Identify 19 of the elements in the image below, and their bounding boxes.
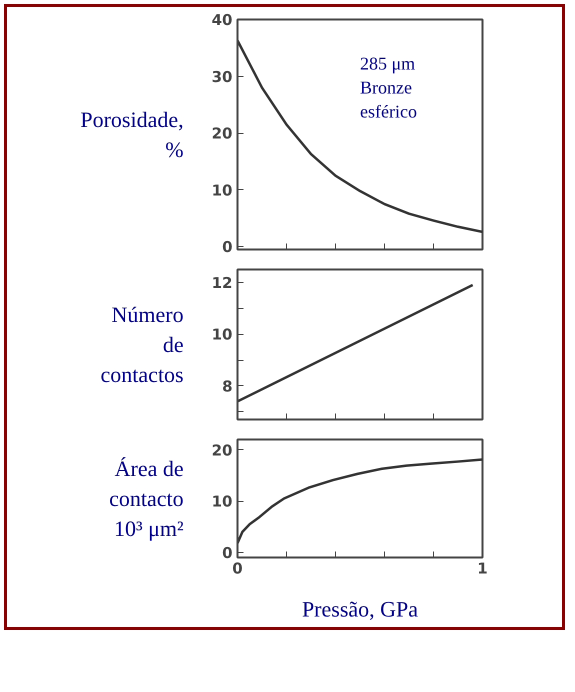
y-tick-label: 30	[212, 68, 232, 86]
y-tick-label: 10	[212, 326, 232, 344]
line-series	[238, 458, 482, 544]
y-tick-label: 8	[222, 377, 232, 396]
y-tick-label: 12	[212, 274, 232, 292]
y-tick-label: 40	[212, 11, 232, 29]
line-series	[238, 39, 482, 234]
annotation: 285 μm Bronze esférico	[360, 54, 417, 122]
y-tick-label: 0	[222, 238, 232, 256]
y-tick-label: 10	[212, 181, 232, 200]
y-axis-title: Número de contactos	[100, 302, 184, 387]
y-tick-label: 20	[212, 124, 232, 143]
y-tick-label: 0	[222, 544, 232, 562]
x-axis-title: Pressão, GPa	[302, 596, 418, 622]
y-tick-label: 20	[212, 441, 232, 460]
y-axis-title: Área de contacto 10³ μm²	[109, 456, 184, 541]
y-tick-label: 10	[212, 492, 232, 511]
y-axis-title: Porosidade, %	[80, 107, 184, 162]
x-tick-label: 1	[477, 560, 488, 578]
